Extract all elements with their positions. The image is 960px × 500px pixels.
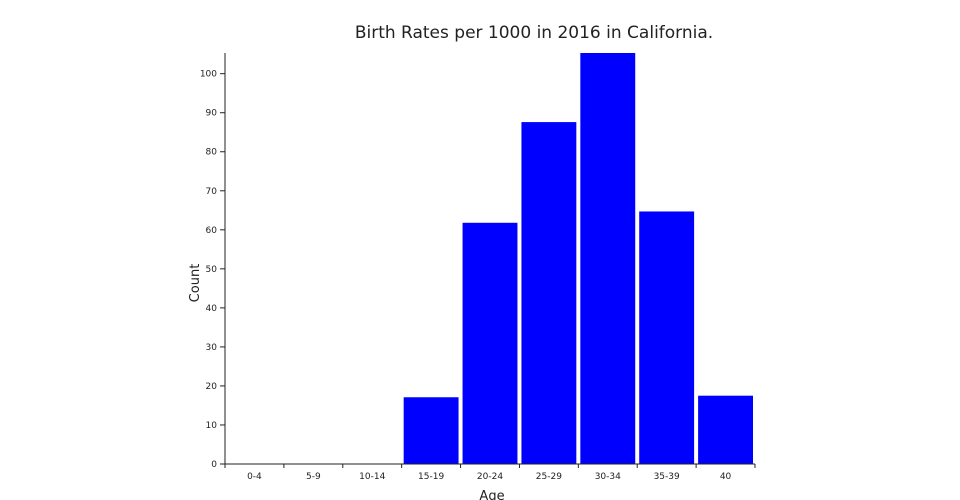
y-tick-label: 10 [206,421,218,431]
x-axis: 0-4 5-9 10-14 15-19 20-24 25-29 30-34 35-39 40 [224,463,756,482]
bar-20-24 [462,222,518,464]
y-tick-label: 60 [206,226,218,236]
y-tick-label: 70 [206,187,218,197]
chart-title: Birth Rates per 1000 in 2016 in Californ… [355,23,713,43]
y-axis: 0 10 20 30 40 50 60 70 80 90 100 [200,53,226,470]
bar-25-29 [521,122,577,464]
y-tick-label: 100 [200,70,217,80]
x-tick-label: 10-14 [359,472,385,482]
y-tick-label: 90 [206,109,218,119]
bar-15-19 [403,397,459,464]
x-tick-label: 20-24 [477,472,503,482]
x-tick-label: 30-34 [595,472,621,482]
bar-35-39 [639,211,695,464]
x-tick-label: 5-9 [306,472,321,482]
y-tick-label: 30 [206,343,218,353]
x-tick-label: 15-19 [418,472,444,482]
bar-30-34 [580,53,636,464]
x-tick-label: 0-4 [247,472,262,482]
bar-40 [698,395,753,464]
y-tick-label: 20 [206,382,218,392]
x-tick-label: 35-39 [654,472,680,482]
x-tick-label: 25-29 [536,472,562,482]
x-axis-title: Age [479,489,504,500]
y-tick-label: 50 [206,265,218,275]
y-tick-label: 80 [206,148,218,158]
x-tick-label: 40 [720,472,732,482]
y-tick-label: 40 [206,304,218,314]
y-tick-label: 0 [211,460,217,470]
y-axis-title: Count [188,264,203,303]
bars-group [403,53,753,464]
